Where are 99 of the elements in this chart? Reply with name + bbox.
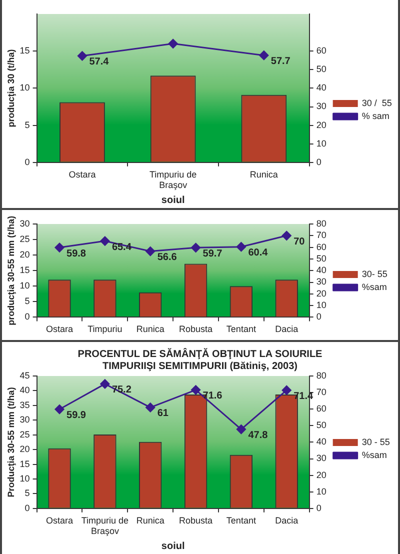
y-tick-label: 0 [24, 312, 30, 322]
y-tick-label: 5 [24, 488, 30, 498]
y-axis-title: producţia 30 (t/ha) [6, 49, 16, 128]
y-tick-label: 25 [20, 429, 30, 440]
y2-tick-label: 10 [316, 138, 326, 148]
y2-tick-label: 20 [316, 288, 326, 298]
y-tick-label: 20 [20, 444, 30, 454]
y2-tick-label: 20 [316, 470, 326, 480]
x-tick-label: Ostara [46, 515, 74, 526]
point [146, 246, 156, 256]
x-tick-label: Ostara [46, 324, 74, 334]
x-tick-label: Ostara [68, 169, 96, 180]
point [191, 242, 201, 252]
x-tick-label: Timpuriu [88, 324, 122, 334]
y-tick-label: 25 [20, 234, 30, 244]
data-label: 61 [157, 408, 169, 420]
data-label: 57.4 [89, 56, 110, 68]
y-tick-label: 15 [20, 46, 30, 56]
data-label: 59.8 [66, 248, 86, 260]
point [100, 379, 110, 389]
data-label: 60.4 [248, 248, 268, 259]
data-label: 56.6 [157, 252, 178, 264]
y-tick-label: 0 [24, 502, 30, 513]
point [100, 236, 110, 246]
x-tick-label: Robusta [179, 324, 213, 334]
data-label: 59.9 [66, 410, 86, 422]
x-tick-label: Dacia [275, 515, 298, 526]
y2-tick-label: 80 [316, 218, 326, 228]
legend-label: %sam [362, 282, 387, 292]
y2-tick-label: 30 [316, 276, 326, 287]
y2-tick-label: 50 [316, 253, 326, 264]
y-tick-label: 45 [20, 370, 30, 380]
y2-tick-label: 30 [316, 453, 326, 464]
legend-label: 30 - 55 [362, 436, 390, 447]
x-tick-label: Timpuriu de Braşov [81, 515, 129, 536]
y-tick-label: 20 [20, 250, 30, 260]
x-tick-label: Runica [136, 324, 164, 334]
legend-label: 30- 55 [362, 268, 388, 279]
data-label: 70 [294, 236, 306, 248]
x-tick-label: Tentant [226, 324, 256, 334]
y2-tick-label: 80 [316, 370, 326, 380]
legend-label: %sam [362, 450, 387, 460]
data-label: 57.7 [270, 56, 291, 68]
y-tick-label: 10 [20, 280, 30, 291]
y2-tick-label: 40 [316, 82, 326, 93]
point [54, 404, 64, 414]
y-tick-label: 10 [20, 473, 30, 484]
data-label: 47.8 [248, 430, 268, 442]
y2-tick-label: 60 [316, 46, 326, 56]
legend-label: 30 / 55 [362, 98, 392, 108]
x-axis-title: soiul [161, 194, 185, 206]
point [236, 424, 246, 434]
x-axis-title: soiul [161, 540, 185, 552]
y2-tick-label: 70 [316, 387, 326, 398]
y-tick-label: 10 [20, 82, 30, 93]
y2-tick-label: 70 [316, 230, 326, 240]
y-tick-label: 5 [24, 296, 30, 306]
y-tick-label: 0 [24, 156, 30, 167]
point [282, 230, 292, 240]
y2-tick-label: 60 [316, 404, 326, 414]
y-tick-label: 35 [20, 400, 30, 410]
point [168, 38, 178, 48]
y-axis-title: producţia 30-55 mm (t/ha) [6, 216, 16, 326]
x-tick-label: Timpuriu de Braşov [149, 169, 197, 190]
y2-tick-label: 50 [316, 420, 326, 430]
x-tick-label: Dacia [275, 324, 298, 334]
y2-tick-label: 50 [316, 64, 326, 74]
chart-title: PROCENTUL DE SĂMÂNŢĂ OBŢINUT LA SOIURILE TIMPURIIŞI SEMITIMPURII (Bătiniş, 2003) [78, 348, 323, 372]
point [54, 242, 64, 252]
y-tick-label: 15 [20, 458, 30, 469]
y2-tick-label: 10 [316, 486, 326, 496]
y2-tick-label: 30 [316, 101, 326, 112]
y2-tick-label: 40 [316, 436, 326, 447]
x-tick-label: Runica [250, 169, 278, 180]
point [282, 385, 292, 395]
data-label: 59.7 [202, 248, 223, 260]
y2-tick-label: 0 [316, 502, 322, 513]
y-tick-label: 30 [20, 218, 30, 228]
legend-label: % sam [362, 110, 390, 121]
point [146, 402, 156, 412]
y-axis-title: Producţia 30-55 mm (t/ha) [6, 387, 16, 498]
y-tick-label: 30 [20, 414, 30, 425]
y-tick-label: 15 [20, 265, 30, 276]
y-tick-label: 40 [20, 385, 30, 396]
point [236, 242, 246, 252]
point [191, 385, 201, 395]
x-tick-label: Tentant [226, 515, 256, 526]
y2-tick-label: 60 [316, 242, 326, 252]
data-label: 65.4 [112, 242, 132, 253]
x-tick-label: Robusta [179, 515, 213, 526]
point [259, 50, 269, 60]
point [77, 51, 87, 61]
y2-tick-label: 20 [316, 120, 326, 130]
y-tick-label: 5 [24, 120, 30, 130]
y2-tick-label: 10 [316, 300, 326, 310]
y2-tick-label: 0 [316, 156, 322, 167]
y2-tick-label: 40 [316, 265, 326, 276]
x-tick-label: Runica [136, 515, 164, 526]
y2-tick-label: 0 [316, 312, 322, 322]
